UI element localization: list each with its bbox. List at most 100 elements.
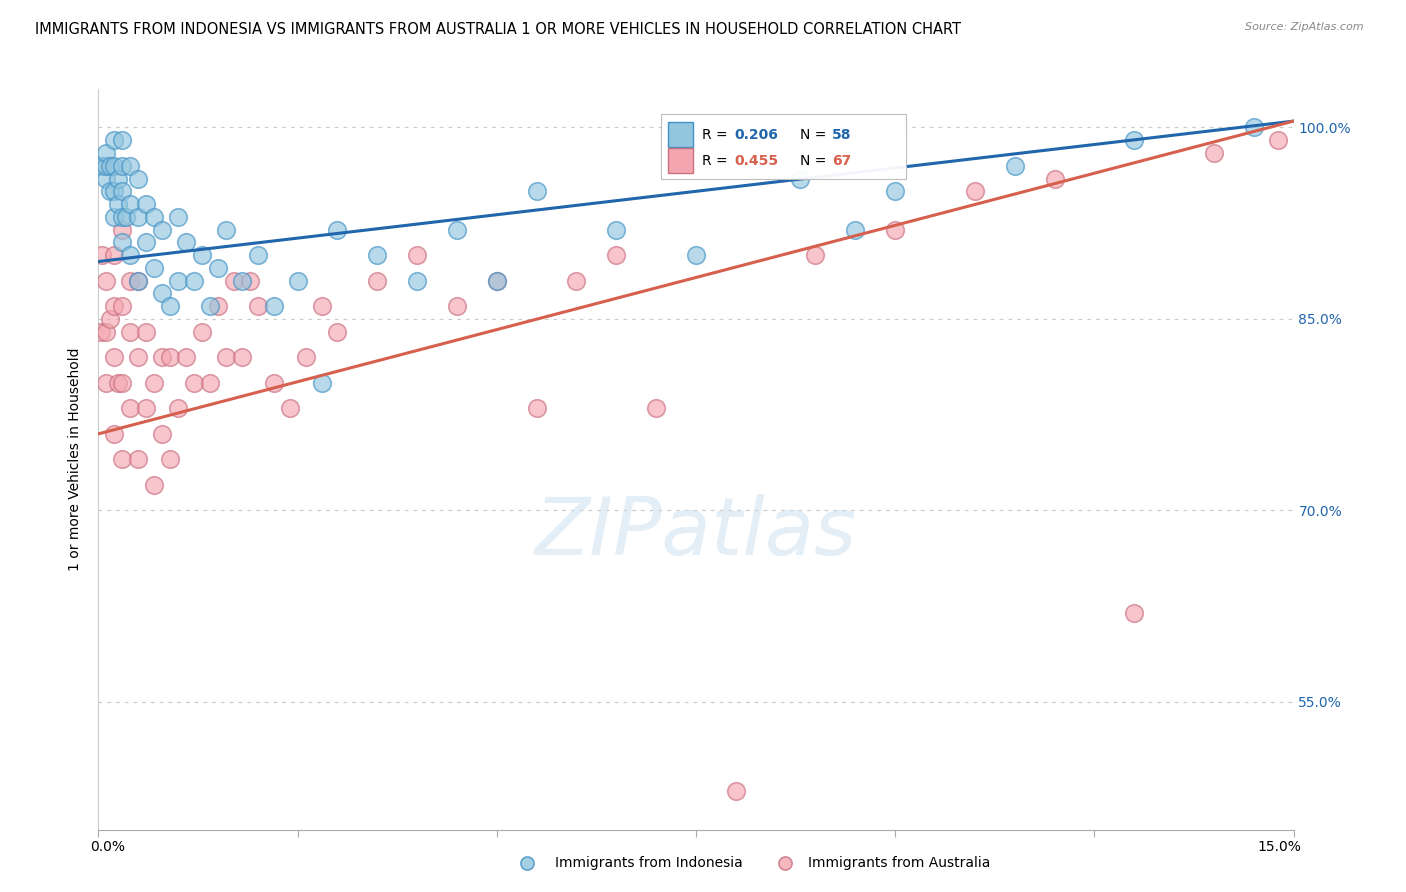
Point xyxy=(111,184,134,198)
Point xyxy=(326,325,349,339)
Point xyxy=(127,274,149,288)
Point xyxy=(366,248,388,262)
Point xyxy=(96,146,118,161)
Point xyxy=(120,401,142,416)
Point xyxy=(1004,159,1026,173)
Point xyxy=(98,159,122,173)
Point xyxy=(167,401,190,416)
Point xyxy=(1298,159,1320,173)
Point xyxy=(231,274,253,288)
Point xyxy=(107,376,129,390)
Point xyxy=(103,184,125,198)
Point xyxy=(96,325,118,339)
Text: R =: R = xyxy=(703,154,733,168)
Point xyxy=(366,274,388,288)
Point xyxy=(120,325,142,339)
Point xyxy=(231,351,253,365)
Point xyxy=(605,248,627,262)
Point xyxy=(263,299,285,313)
Point xyxy=(311,299,333,313)
Text: IMMIGRANTS FROM INDONESIA VS IMMIGRANTS FROM AUSTRALIA 1 OR MORE VEHICLES IN HOU: IMMIGRANTS FROM INDONESIA VS IMMIGRANTS … xyxy=(35,22,962,37)
Point xyxy=(103,210,125,224)
Point xyxy=(174,351,197,365)
Point xyxy=(159,299,181,313)
Point xyxy=(103,248,125,262)
Point xyxy=(724,784,747,798)
Point xyxy=(111,159,134,173)
Point xyxy=(485,274,508,288)
Point xyxy=(884,184,907,198)
Point xyxy=(98,184,122,198)
Point xyxy=(1202,146,1225,161)
Point xyxy=(150,426,173,441)
Point xyxy=(1123,133,1146,147)
Point xyxy=(111,210,134,224)
Point xyxy=(111,133,134,147)
Point xyxy=(150,351,173,365)
Point xyxy=(90,325,112,339)
Point xyxy=(96,171,118,186)
Text: N =: N = xyxy=(800,154,831,168)
Point xyxy=(1378,133,1400,147)
Text: 58: 58 xyxy=(832,128,852,142)
Point xyxy=(135,197,157,211)
Point xyxy=(143,376,166,390)
Point xyxy=(685,248,707,262)
Point xyxy=(278,401,301,416)
Point xyxy=(120,274,142,288)
Point xyxy=(215,222,238,236)
Point xyxy=(150,286,173,301)
Text: R =: R = xyxy=(703,128,733,142)
Point xyxy=(183,376,205,390)
Text: ZIPatlas: ZIPatlas xyxy=(534,494,858,573)
Point xyxy=(215,351,238,365)
Point xyxy=(884,222,907,236)
Point xyxy=(96,274,118,288)
Point xyxy=(1362,159,1385,173)
Point xyxy=(127,171,149,186)
Text: 0.0%: 0.0% xyxy=(90,839,125,854)
Point xyxy=(103,133,125,147)
Point xyxy=(167,274,190,288)
Point xyxy=(246,248,269,262)
Point xyxy=(111,376,134,390)
Point xyxy=(198,376,221,390)
Point xyxy=(167,210,190,224)
Text: N =: N = xyxy=(800,128,831,142)
Point xyxy=(120,159,142,173)
Point xyxy=(91,159,114,173)
Text: Immigrants from Australia: Immigrants from Australia xyxy=(808,856,991,871)
Point xyxy=(1346,133,1368,147)
Point xyxy=(406,248,429,262)
Point xyxy=(159,351,181,365)
Point xyxy=(127,351,149,365)
Text: 0.206: 0.206 xyxy=(734,128,778,142)
Point xyxy=(111,222,134,236)
Point xyxy=(844,222,866,236)
Point xyxy=(773,856,796,871)
Point xyxy=(143,210,166,224)
Y-axis label: 1 or more Vehicles in Household: 1 or more Vehicles in Household xyxy=(69,348,83,571)
Point xyxy=(183,274,205,288)
Point xyxy=(246,299,269,313)
Point xyxy=(565,274,588,288)
Point xyxy=(111,235,134,250)
Point xyxy=(150,222,173,236)
Text: 67: 67 xyxy=(832,154,852,168)
Point xyxy=(222,274,245,288)
Point xyxy=(111,299,134,313)
Point xyxy=(96,159,118,173)
Point xyxy=(127,274,149,288)
Point xyxy=(1243,120,1265,135)
Text: 15.0%: 15.0% xyxy=(1257,839,1302,854)
Point xyxy=(127,452,149,467)
Point xyxy=(789,171,811,186)
Point xyxy=(115,210,138,224)
Point xyxy=(287,274,309,288)
Point xyxy=(406,274,429,288)
Point xyxy=(127,210,149,224)
Point xyxy=(111,452,134,467)
Point xyxy=(263,376,285,390)
Point xyxy=(103,299,125,313)
Point xyxy=(135,235,157,250)
